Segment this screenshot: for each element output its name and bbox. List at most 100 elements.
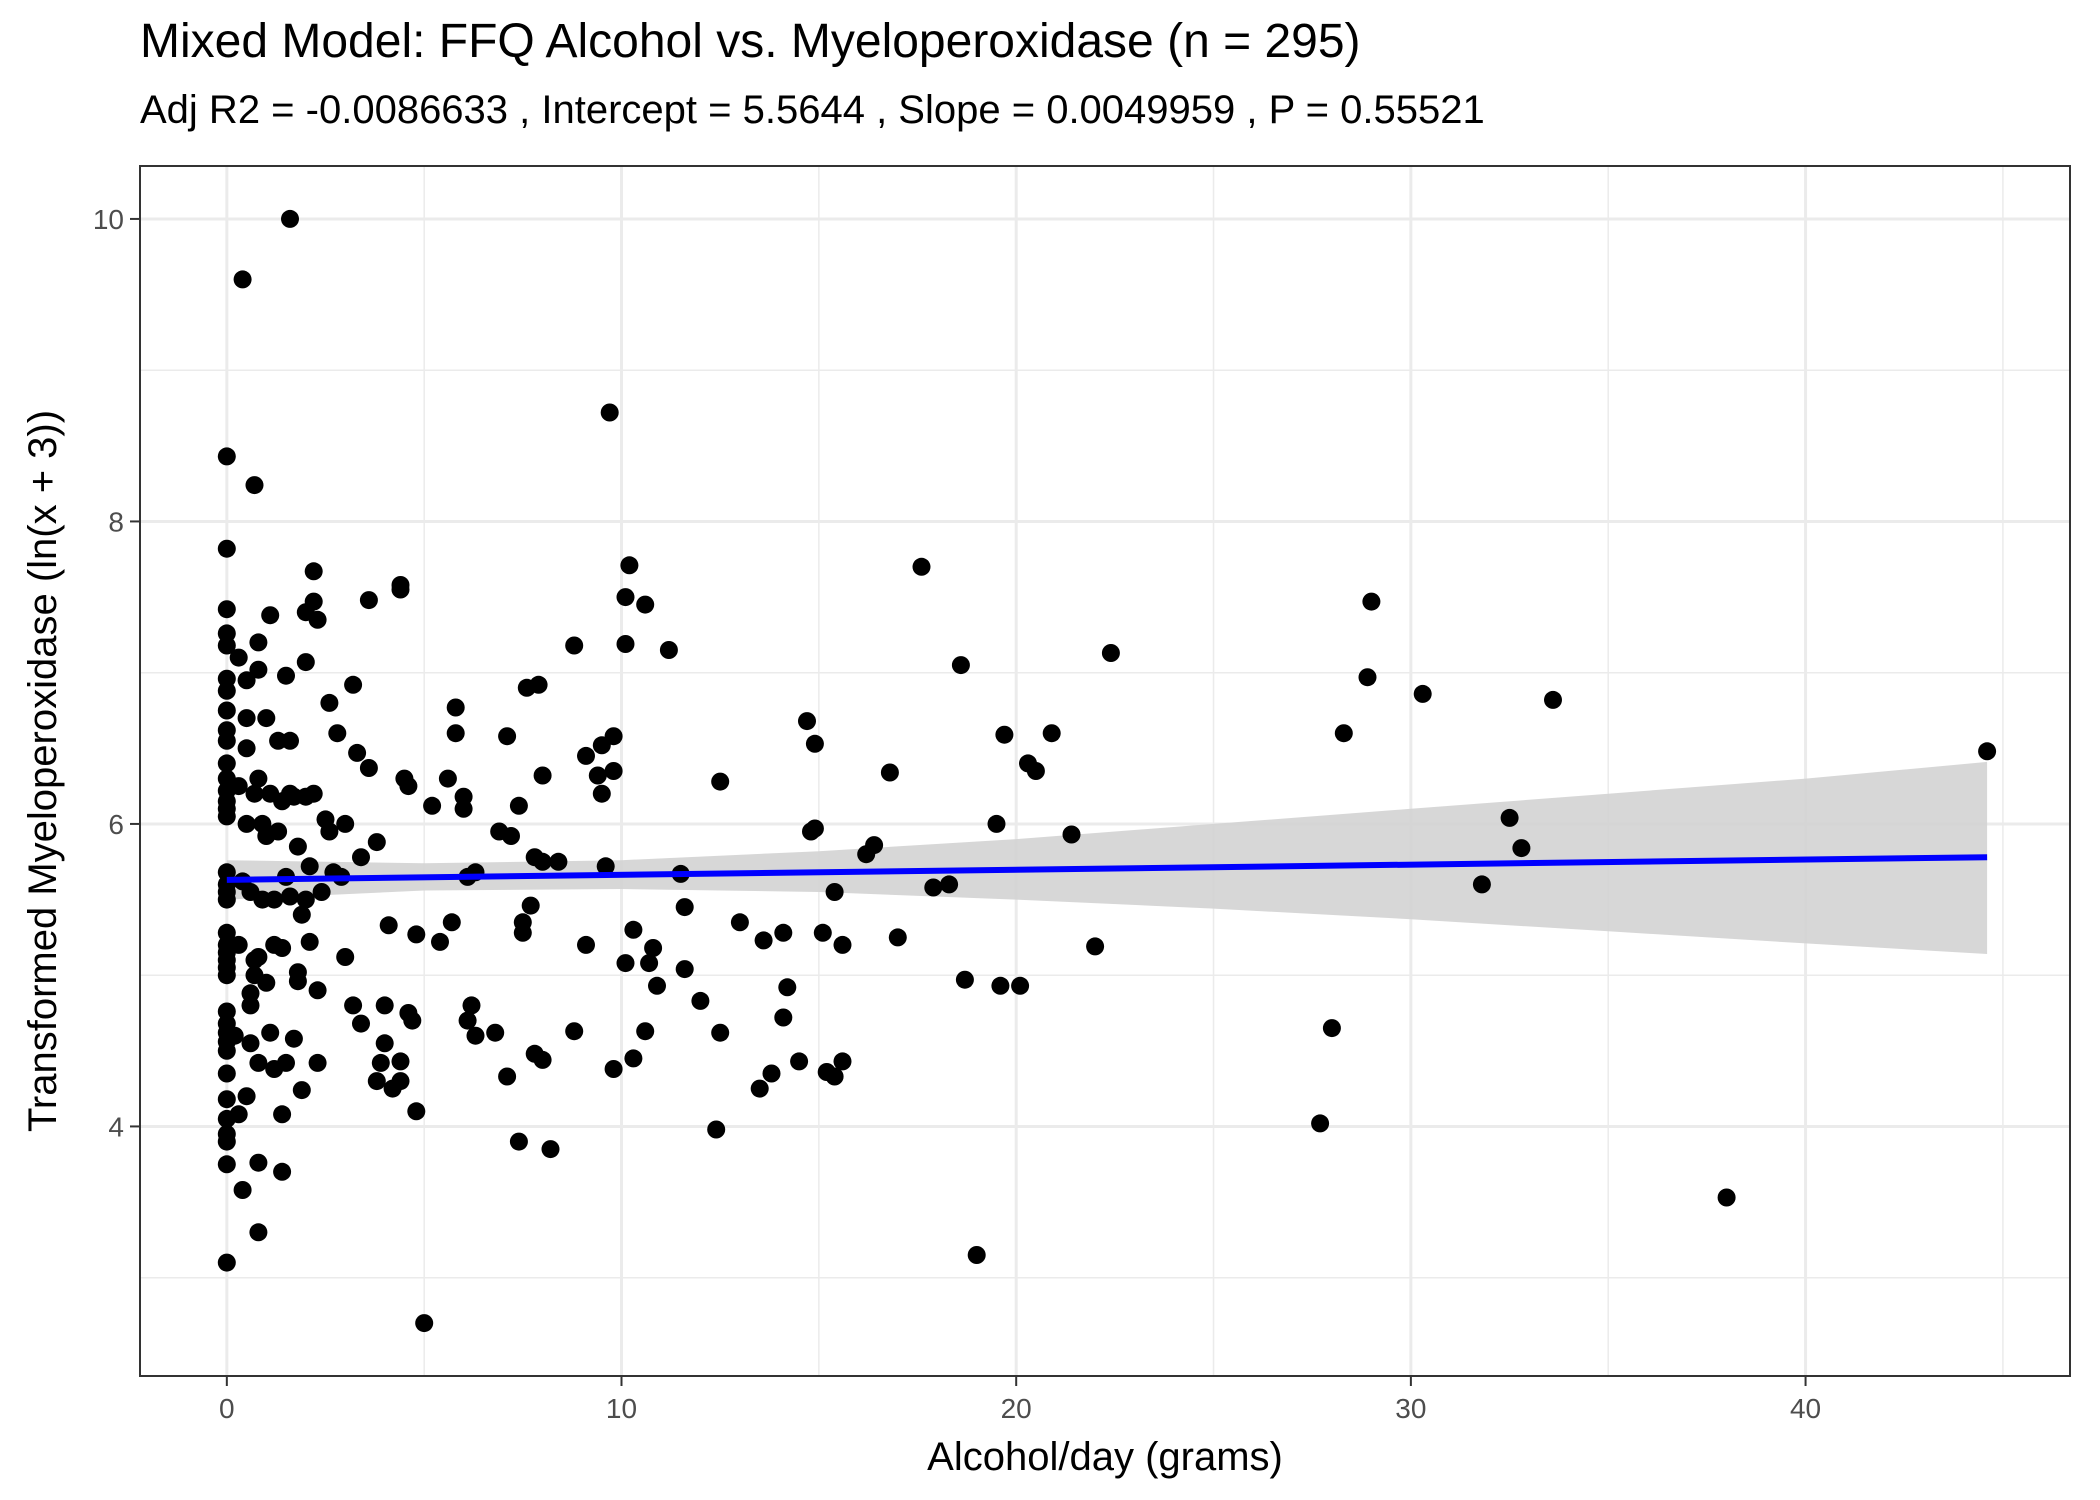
data-point <box>640 954 659 973</box>
data-point <box>407 925 426 944</box>
data-point <box>1011 976 1030 995</box>
data-point <box>229 777 248 796</box>
data-point <box>237 739 256 758</box>
data-point <box>995 725 1014 744</box>
panel-background <box>140 166 2070 1376</box>
data-point <box>407 1102 426 1121</box>
data-point <box>217 1253 236 1272</box>
data-point <box>596 857 615 876</box>
data-point <box>217 669 236 688</box>
data-point <box>217 1125 236 1143</box>
data-point <box>951 656 970 675</box>
data-point <box>217 447 236 466</box>
confidence-band-area <box>226 761 1988 954</box>
data-point <box>880 763 899 782</box>
data-point <box>513 913 532 932</box>
data-point <box>1026 762 1045 780</box>
data-point <box>312 883 331 901</box>
data-point <box>565 636 584 655</box>
data-point <box>987 814 1006 833</box>
data-point <box>217 1155 236 1174</box>
data-point <box>691 991 710 1010</box>
data-point <box>1086 937 1105 956</box>
data-point <box>237 709 256 728</box>
data-point <box>261 606 280 625</box>
data-point <box>462 996 481 1015</box>
data-point <box>675 960 694 979</box>
data-point <box>604 762 623 780</box>
data-point <box>273 1162 292 1181</box>
data-point <box>257 709 276 728</box>
fit-line <box>226 854 1988 883</box>
data-point <box>300 932 319 951</box>
data-point <box>805 819 824 838</box>
data-point <box>509 1132 528 1151</box>
data-point <box>245 476 264 495</box>
data-point <box>284 1029 303 1048</box>
data-point <box>296 890 315 909</box>
data-point <box>1978 742 1997 761</box>
x-axis-title: Alcohol/day (grams) <box>927 1435 1283 1479</box>
y-tick-label: 6 <box>108 809 124 840</box>
data-point <box>261 1023 280 1042</box>
data-point <box>217 1064 236 1083</box>
data-point <box>774 923 793 942</box>
data-point <box>636 1022 655 1041</box>
data-point <box>1334 724 1353 743</box>
data-point <box>659 641 678 659</box>
data-point <box>1101 644 1120 662</box>
data-point <box>217 600 236 619</box>
data-point <box>798 712 816 731</box>
data-point <box>1042 724 1061 743</box>
data-point <box>924 878 943 897</box>
data-point <box>320 693 339 712</box>
data-point <box>217 923 236 942</box>
data-point <box>308 981 327 1000</box>
data-point <box>217 1090 236 1109</box>
data-point <box>237 1087 256 1106</box>
data-point <box>320 822 339 841</box>
data-point <box>1311 1114 1330 1133</box>
data-point <box>454 799 473 818</box>
data-point <box>644 939 663 957</box>
x-tick-label: 20 <box>1001 1393 1032 1424</box>
data-point <box>225 1026 244 1045</box>
y-tick-label: 8 <box>108 506 124 537</box>
data-point <box>237 814 256 833</box>
x-tick-label: 30 <box>1395 1393 1426 1424</box>
data-point <box>533 852 552 871</box>
x-tick-label: 10 <box>606 1393 637 1424</box>
data-point <box>249 948 268 966</box>
data-point <box>616 635 635 653</box>
data-point <box>257 973 276 992</box>
data-point <box>415 1314 434 1333</box>
y-tick-label: 10 <box>93 204 124 235</box>
data-point <box>403 1011 422 1030</box>
data-point <box>352 1014 370 1033</box>
data-point <box>265 890 284 909</box>
data-point <box>711 1023 730 1042</box>
data-point <box>344 996 363 1015</box>
data-point <box>229 1105 248 1124</box>
data-point <box>233 270 252 289</box>
y-tick-label: 4 <box>108 1111 124 1142</box>
data-point <box>217 1002 236 1021</box>
data-point <box>281 887 299 906</box>
data-point <box>308 1053 327 1072</box>
data-point <box>624 1049 643 1068</box>
data-point <box>498 727 517 746</box>
data-point <box>288 972 307 991</box>
data-point <box>778 978 797 997</box>
data-point <box>217 624 236 643</box>
data-point <box>431 932 449 951</box>
data-point <box>1472 875 1491 894</box>
data-point <box>486 1023 505 1042</box>
chart-subtitle: Adj R2 = -0.0086633 , Intercept = 5.5644… <box>140 88 1485 132</box>
data-point <box>241 984 260 1003</box>
data-point <box>1413 684 1432 703</box>
data-point <box>730 913 749 932</box>
data-point <box>229 648 248 667</box>
data-point <box>624 920 643 939</box>
data-point <box>577 935 595 954</box>
